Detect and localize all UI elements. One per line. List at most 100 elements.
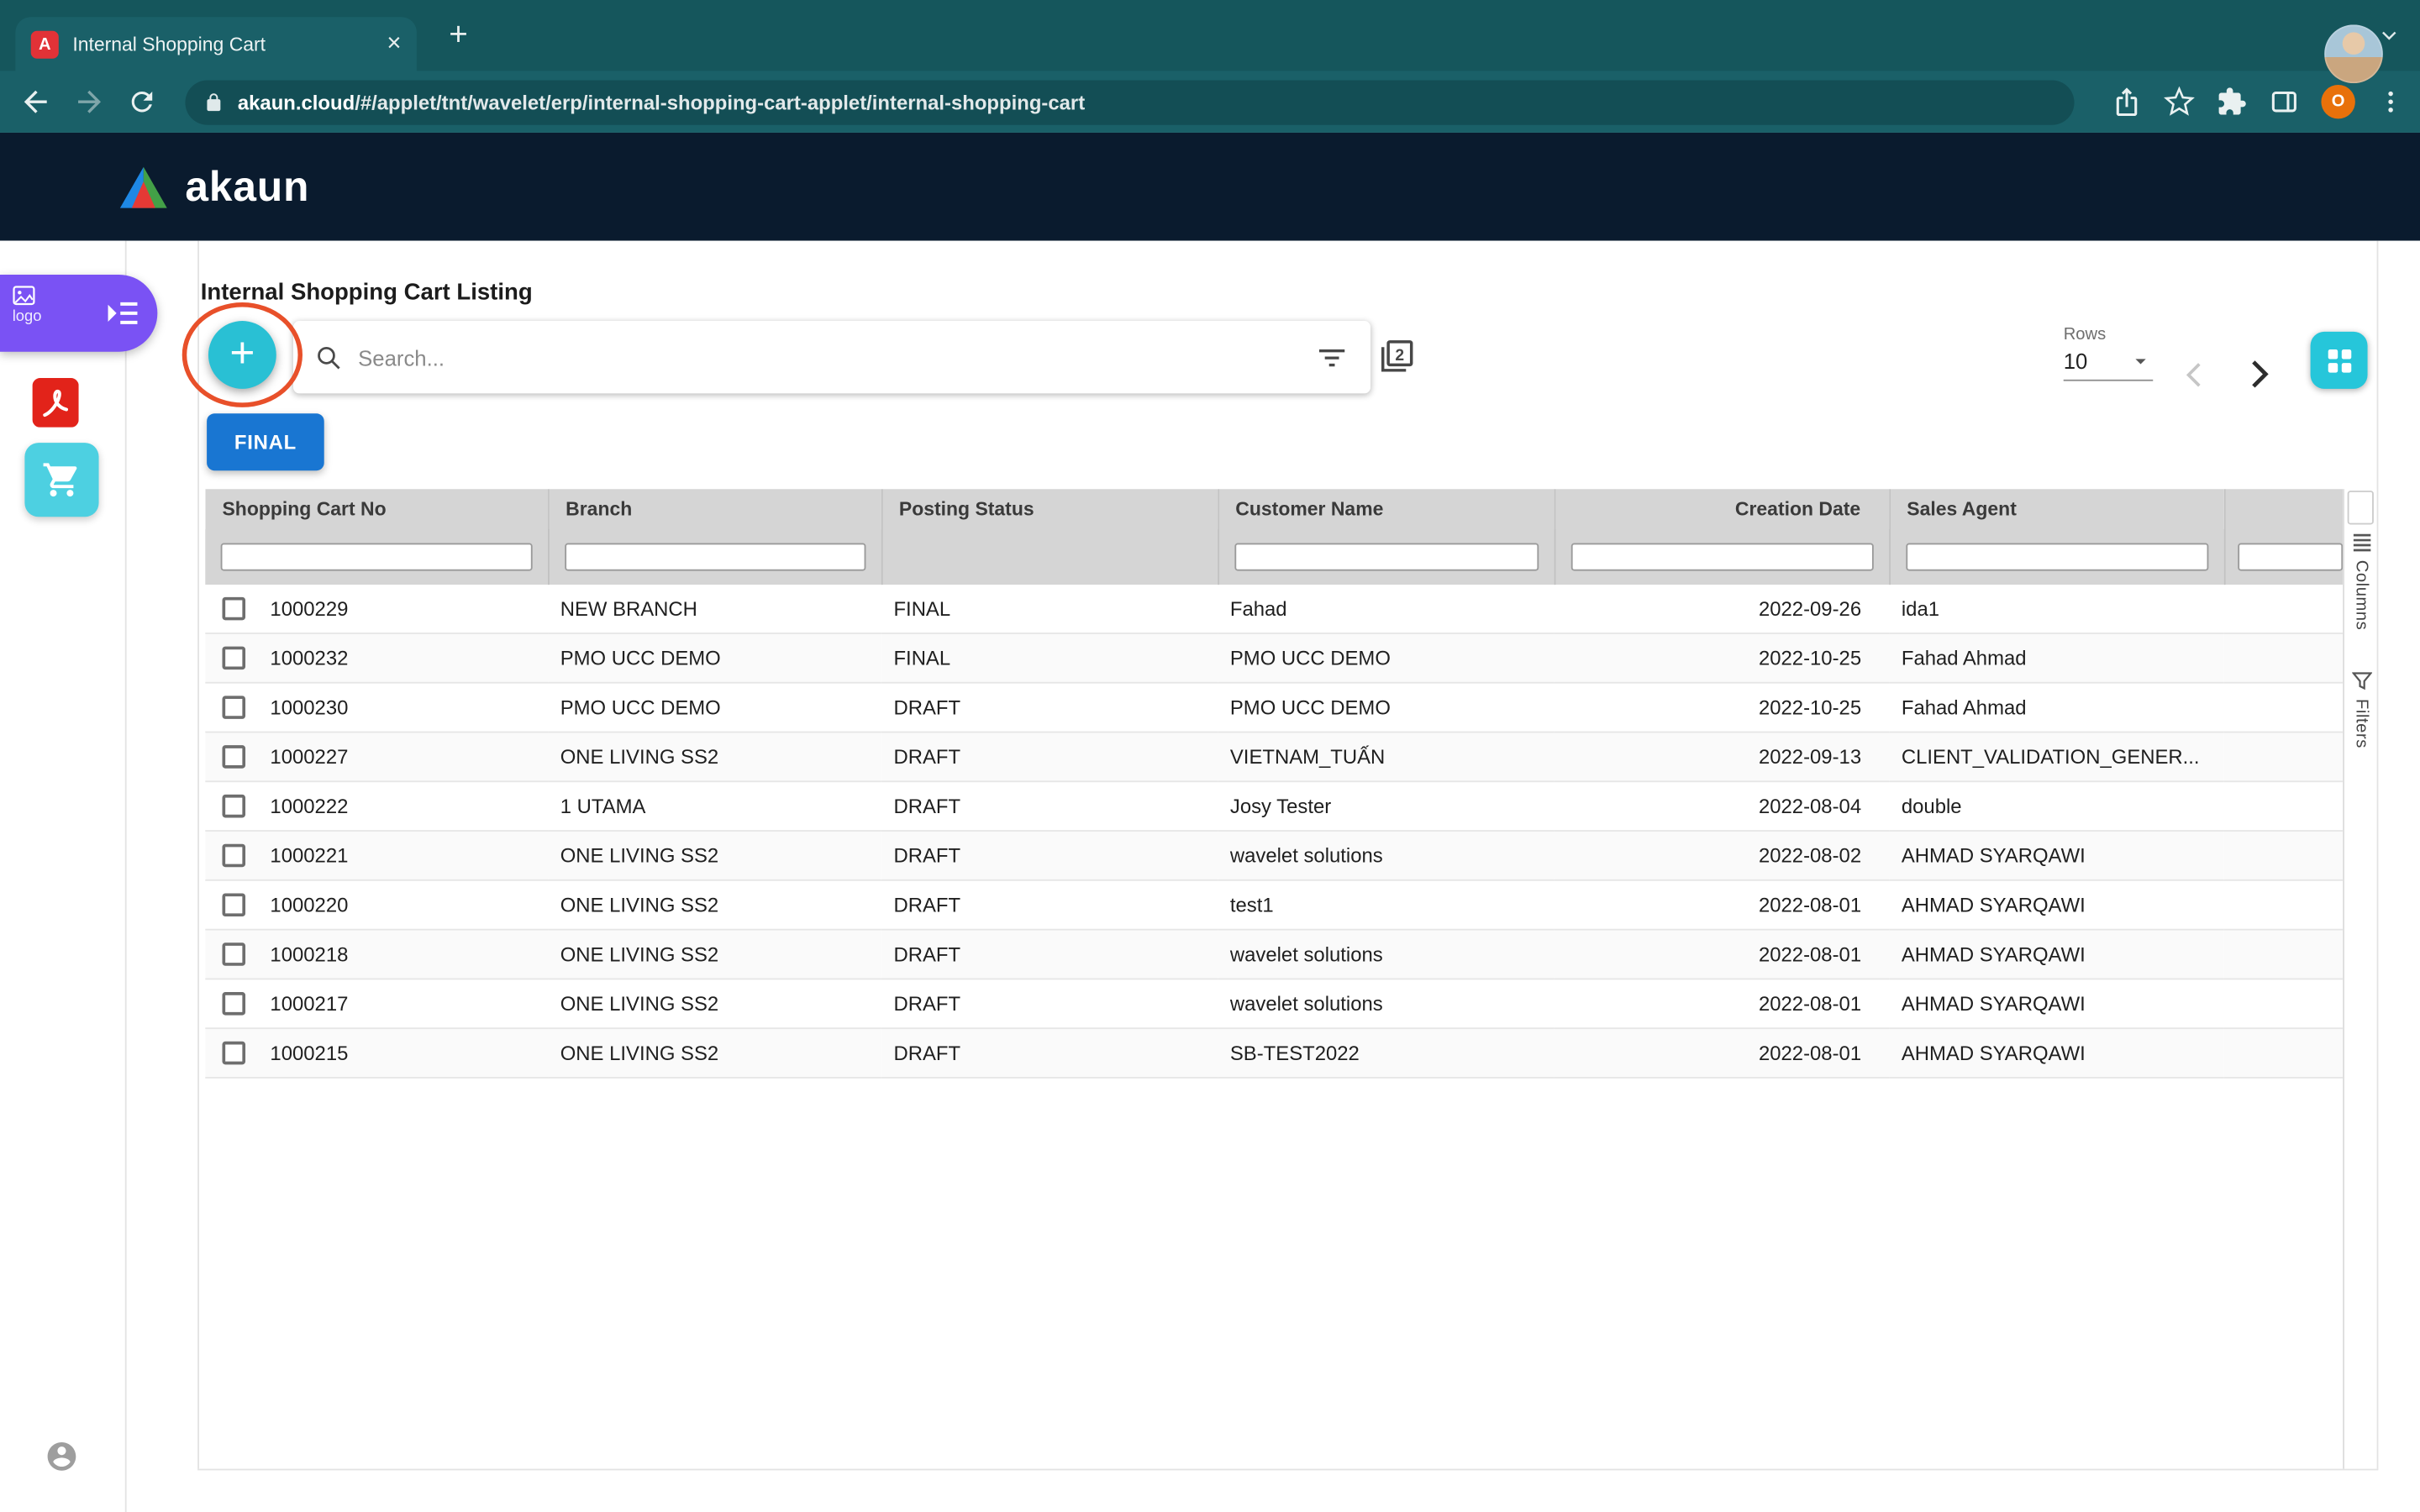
cell-status: DRAFT — [881, 831, 1218, 881]
row-checkbox[interactable] — [222, 992, 246, 1016]
filter-agent-input[interactable] — [1905, 543, 2208, 571]
extensions-icon[interactable] — [2217, 87, 2248, 118]
url-path: /#/applet/tnt/wavelet/erp/internal-shopp… — [355, 91, 1086, 114]
table-row[interactable]: 1000222 1 UTAMA DRAFT Josy Tester 2022-0… — [205, 781, 2344, 832]
table-row[interactable]: 1000220 ONE LIVING SS2 DRAFT test1 2022-… — [205, 879, 2344, 931]
lock-icon[interactable] — [203, 92, 224, 113]
cell-branch: ONE LIVING SS2 — [548, 732, 881, 783]
shopping-cart-applet-button[interactable] — [24, 443, 99, 517]
sidebar-logo-pill[interactable]: logo — [0, 274, 158, 352]
filter-list-icon[interactable] — [1315, 340, 1349, 374]
table-row[interactable]: 1000218 ONE LIVING SS2 DRAFT wavelet sol… — [205, 929, 2344, 980]
cell-agent: AHMAD SYARQAWI — [1889, 929, 2224, 980]
menu-kebab-icon[interactable] — [2377, 88, 2405, 116]
rows-per-page-select[interactable]: 10 — [2063, 349, 2154, 381]
table-row[interactable]: 1000230 PMO UCC DEMO DRAFT PMO UCC DEMO … — [205, 682, 2344, 733]
cell-extra — [2223, 979, 2344, 1030]
row-checkbox[interactable] — [222, 646, 246, 670]
back-icon[interactable] — [18, 85, 52, 118]
browser-tab-strip: A Internal Shopping Cart × + — [0, 0, 2420, 71]
rows-per-page-value: 10 — [2063, 349, 2088, 374]
side-panel-icon[interactable] — [2269, 87, 2300, 118]
reload-icon[interactable] — [127, 87, 158, 118]
table-row[interactable]: 1000221 ONE LIVING SS2 DRAFT wavelet sol… — [205, 831, 2344, 881]
table-row[interactable]: 1000217 ONE LIVING SS2 DRAFT wavelet sol… — [205, 979, 2344, 1030]
final-filter-button[interactable]: FINAL — [207, 413, 324, 471]
tab-search-chevron-icon[interactable] — [2377, 24, 2402, 48]
scrollbar-thumb[interactable] — [2347, 491, 2374, 525]
filter-customer-input[interactable] — [1234, 543, 1539, 571]
header-branch[interactable]: Branch — [548, 489, 882, 529]
row-checkbox[interactable] — [222, 1041, 246, 1065]
forward-icon[interactable] — [72, 85, 106, 118]
cell-cart-no: 1000215 — [270, 1041, 349, 1065]
bookmark-star-icon[interactable] — [2164, 86, 2195, 118]
cell-extra — [2223, 732, 2344, 783]
tab-close-icon[interactable]: × — [387, 29, 402, 57]
left-sidebar — [0, 240, 127, 1512]
row-checkbox[interactable] — [222, 843, 246, 868]
table-row[interactable]: 1000229 NEW BRANCH FINAL Fahad 2022-09-2… — [205, 585, 2344, 634]
card-border-right — [2376, 240, 2379, 1469]
sidebar-toggle-icon[interactable] — [107, 297, 139, 328]
pdf-acrobat-icon[interactable] — [32, 378, 79, 428]
row-checkbox[interactable] — [222, 696, 246, 719]
row-checkbox[interactable] — [222, 893, 246, 917]
header-sales-agent[interactable]: Sales Agent — [1889, 489, 2225, 529]
search-input[interactable] — [358, 344, 1300, 370]
filters-panel-toggle[interactable]: Filters — [2344, 671, 2378, 748]
cell-extra — [2223, 781, 2344, 832]
table-row[interactable]: 1000232 PMO UCC DEMO FINAL PMO UCC DEMO … — [205, 633, 2344, 684]
previous-page-icon[interactable] — [2176, 356, 2213, 393]
tab-title: Internal Shopping Cart — [72, 33, 266, 55]
cell-branch: ONE LIVING SS2 — [548, 929, 881, 980]
header-creation-date[interactable]: Creation Date — [1554, 489, 1891, 529]
next-page-icon[interactable] — [2238, 354, 2280, 396]
cell-status: DRAFT — [881, 979, 1218, 1030]
row-checkbox[interactable] — [222, 596, 246, 621]
cell-date: 2022-08-02 — [1554, 831, 1890, 881]
columns-panel-toggle[interactable]: Columns — [2344, 533, 2378, 630]
cell-branch: 1 UTAMA — [548, 781, 881, 832]
cell-customer: VIETNAM_TUẤN — [1218, 732, 1555, 783]
cell-cart-no: 1000218 — [270, 942, 349, 966]
row-checkbox[interactable] — [222, 794, 246, 818]
user-avatar[interactable] — [2324, 24, 2383, 84]
row-checkbox[interactable] — [222, 745, 246, 769]
browser-tab[interactable]: A Internal Shopping Cart × — [15, 17, 417, 71]
browser-profile-avatar[interactable]: O — [2321, 85, 2355, 119]
filter-date-input[interactable] — [1570, 543, 1873, 571]
cell-agent: double — [1889, 781, 2224, 832]
cell-cart-no: 1000217 — [270, 992, 349, 1016]
account-circle-icon[interactable] — [45, 1440, 78, 1473]
cell-branch: ONE LIVING SS2 — [548, 1028, 881, 1079]
annotation-circle — [182, 302, 302, 407]
cell-status: DRAFT — [881, 732, 1218, 783]
header-customer-name[interactable]: Customer Name — [1218, 489, 1555, 529]
filter-cart-no-input[interactable] — [220, 543, 532, 571]
cell-extra — [2223, 929, 2344, 980]
grid-view-button[interactable] — [2310, 331, 2368, 389]
filter-branch-input[interactable] — [564, 543, 865, 571]
cell-cart-no: 1000221 — [270, 843, 349, 868]
header-cart-no[interactable]: Shopping Cart No — [205, 489, 549, 529]
duplicate-view-icon[interactable]: 2 — [1378, 338, 1415, 375]
share-icon[interactable] — [2112, 87, 2143, 118]
filter-extra-input[interactable] — [2237, 543, 2344, 571]
table-row[interactable]: 1000227 ONE LIVING SS2 DRAFT VIETNAM_TUẤ… — [205, 732, 2344, 783]
brand-logo[interactable]: akaun — [114, 163, 309, 211]
browser-action-buttons: O — [2112, 71, 2405, 132]
cell-branch: ONE LIVING SS2 — [548, 879, 881, 931]
address-bar[interactable]: akaun.cloud/#/applet/tnt/wavelet/erp/int… — [185, 80, 2075, 125]
card-border-bottom — [197, 1468, 2379, 1471]
cell-status: DRAFT — [881, 929, 1218, 980]
table-row[interactable]: 1000215 ONE LIVING SS2 DRAFT SB-TEST2022… — [205, 1028, 2344, 1079]
grid-icon — [2327, 349, 2351, 372]
rows-per-page-control: Rows 10 — [2063, 326, 2154, 381]
cell-customer: Fahad — [1218, 585, 1555, 634]
header-posting-status[interactable]: Posting Status — [881, 489, 1219, 529]
new-tab-button[interactable]: + — [449, 17, 468, 53]
cell-agent: AHMAD SYARQAWI — [1889, 831, 2224, 881]
cell-date: 2022-08-01 — [1554, 929, 1890, 980]
row-checkbox[interactable] — [222, 942, 246, 966]
